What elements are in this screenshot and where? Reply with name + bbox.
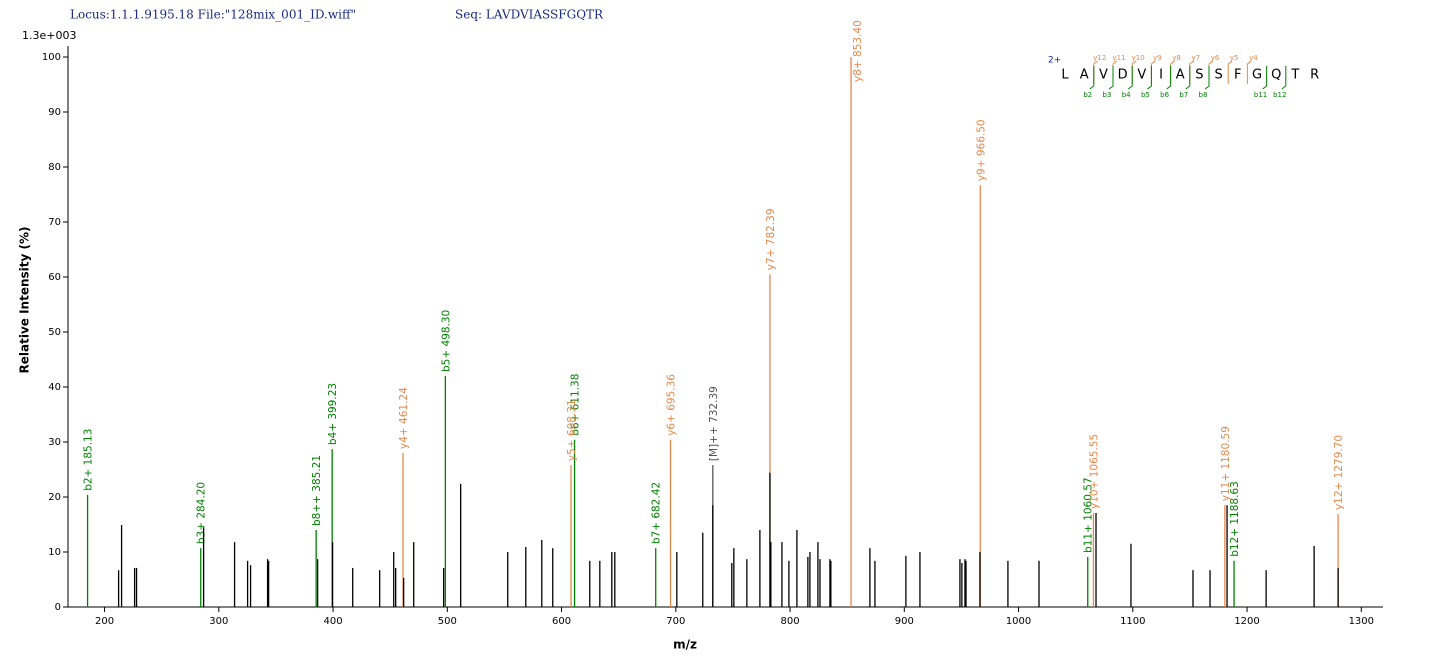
peak-label: y4+ 461.24	[398, 387, 410, 449]
y-tick-label: 20	[48, 492, 61, 503]
residue: F	[1234, 68, 1241, 83]
y-bracket	[1150, 60, 1156, 84]
x-tick-label: 600	[552, 616, 571, 627]
residue: T	[1290, 68, 1299, 83]
y-tick-label: 10	[48, 547, 61, 558]
residue: S	[1195, 68, 1203, 83]
peak-label: y5+ 608.31	[566, 399, 578, 461]
x-tick-label: 1000	[1006, 616, 1031, 627]
y-tick-label: 80	[48, 162, 61, 173]
residue: R	[1310, 68, 1319, 83]
residue: G	[1252, 68, 1262, 83]
y-tick-label: 30	[48, 437, 61, 448]
residue: Q	[1271, 68, 1281, 83]
peak-label: b11+ 1060.57	[1083, 477, 1095, 553]
y-bracket	[1189, 60, 1195, 84]
y-axis-label: Relative Intensity (%)	[18, 227, 32, 374]
residue: V	[1137, 68, 1146, 83]
b-bracket	[1147, 66, 1152, 90]
y-tick-label: 0	[55, 602, 61, 613]
peak-label: y12+ 1279.70	[1333, 435, 1345, 510]
x-tick-label: 1300	[1349, 616, 1374, 627]
b-ion: b11	[1254, 91, 1267, 99]
peak-label: y6+ 695.36	[666, 374, 678, 436]
y-bracket	[1112, 60, 1118, 84]
b-ion: b8	[1199, 91, 1208, 99]
locus: Locus:1.1.1.9195.18 File:"128mix_001_ID.…	[70, 8, 356, 22]
residue: V	[1099, 68, 1108, 83]
peak-label: b2+ 185.13	[83, 429, 95, 491]
y-ion: y10	[1132, 54, 1145, 62]
peak-label: b4+ 399.23	[327, 383, 339, 445]
peak-label: b3+ 284.20	[196, 482, 208, 544]
b-ion: b4	[1122, 91, 1131, 99]
peak-label: [M]++ 732.39	[708, 386, 720, 461]
b-ion: b2	[1083, 91, 1092, 99]
x-tick-label: 800	[781, 616, 800, 627]
b-bracket	[1108, 66, 1114, 90]
x-tick-label: 400	[324, 616, 343, 627]
y-tick-label: 50	[48, 327, 61, 338]
residue: A	[1080, 68, 1089, 83]
y-ion: y6	[1211, 54, 1220, 62]
y-tick-label: 40	[48, 382, 61, 393]
residue: I	[1159, 68, 1163, 83]
y-ion: y12	[1093, 54, 1106, 62]
y-ion: y9	[1153, 54, 1162, 62]
x-tick-label: 1100	[1120, 616, 1145, 627]
x-tick-label: 1200	[1234, 616, 1259, 627]
y-bracket	[1170, 60, 1175, 84]
y-tick-label: 60	[48, 272, 61, 283]
peak-label: b8++ 385.21	[311, 455, 323, 526]
y-bracket	[1246, 60, 1252, 84]
b-ion: b5	[1141, 91, 1150, 99]
b-bracket	[1262, 66, 1268, 90]
b-bracket	[1204, 66, 1210, 90]
x-tick-label: 200	[95, 616, 114, 627]
b-bracket	[1089, 66, 1095, 90]
b-bracket	[1166, 66, 1172, 90]
x-tick-label: 900	[895, 616, 914, 627]
x-axis-label: m/z	[673, 638, 697, 652]
y-bracket	[1227, 60, 1233, 84]
peak-label: b5+ 498.30	[440, 310, 452, 372]
b-ion: b6	[1160, 91, 1169, 99]
peak-label: y8+ 853.40	[852, 20, 864, 82]
x-tick-label: 300	[209, 616, 228, 627]
b-ion: b7	[1179, 91, 1188, 99]
b-bracket	[1185, 66, 1191, 90]
peak-label: y7+ 782.39	[765, 208, 777, 270]
residue: A	[1176, 68, 1185, 83]
y-ion: y8	[1172, 54, 1181, 62]
b-ion: b12	[1273, 91, 1286, 99]
x-tick-label: 700	[666, 616, 685, 627]
y-tick-label: 90	[48, 107, 61, 118]
y-tick-label: 100	[42, 52, 61, 63]
residue: S	[1214, 68, 1222, 83]
peak-label: y9+ 966.50	[975, 119, 987, 181]
residue: D	[1118, 68, 1128, 83]
y-bracket	[1208, 60, 1214, 84]
b-ion: b3	[1103, 91, 1112, 99]
peak-label: y10+ 1065.55	[1088, 434, 1100, 509]
scale-label: 1.3e+003	[22, 29, 76, 42]
peak-label: b6+ 611.38	[570, 374, 582, 436]
y-ion: y4	[1249, 54, 1258, 62]
charge: 2+	[1048, 56, 1061, 66]
peak-label: y11+ 1180.59	[1220, 426, 1232, 501]
y-ion: y11	[1112, 54, 1125, 62]
y-bracket	[1093, 60, 1099, 84]
y-bracket	[1131, 60, 1137, 84]
peak-label: b12+ 1188.63	[1229, 481, 1241, 557]
x-tick-label: 500	[438, 616, 457, 627]
y-tick-label: 70	[48, 217, 61, 228]
peak-label: b7+ 682.42	[651, 482, 663, 544]
b-bracket	[1281, 66, 1287, 90]
y-ion: y5	[1230, 54, 1239, 62]
b-bracket	[1127, 66, 1133, 90]
y-ion: y7	[1191, 54, 1200, 62]
residue: L	[1061, 68, 1069, 83]
sequence: Seq: LAVDVIASSFGQTR	[455, 8, 604, 22]
